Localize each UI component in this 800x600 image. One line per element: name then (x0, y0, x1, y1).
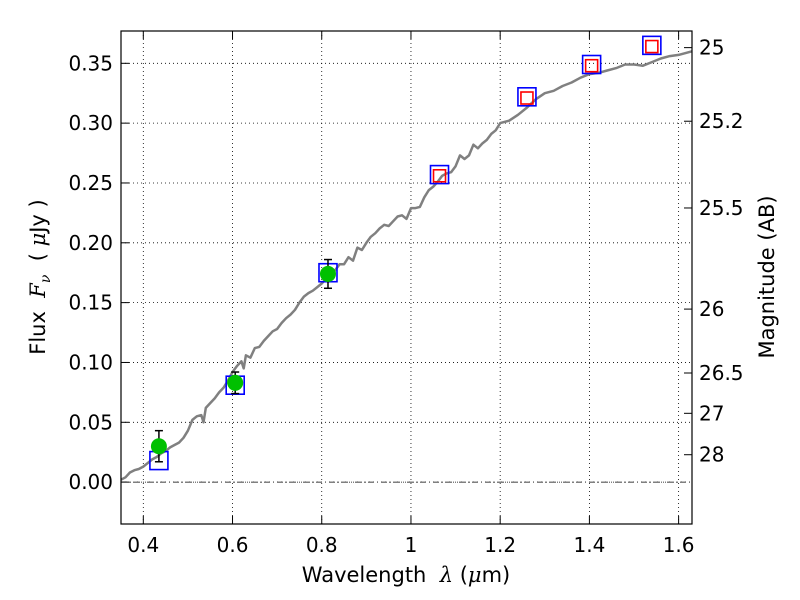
observed-flux-point (227, 374, 244, 391)
y-tick-label: 0.25 (68, 171, 113, 195)
y2-tick-label: 25.5 (699, 196, 744, 220)
limit-flux-square (645, 39, 659, 54)
model-flux-square (581, 54, 602, 75)
y2-tick-label: 25 (699, 36, 724, 60)
data-layer (120, 35, 693, 481)
y2-tick-label: 28 (699, 443, 724, 467)
observed-flux-point (150, 438, 167, 455)
limit-flux-square (520, 91, 534, 105)
y-tick-label: 0.35 (68, 51, 113, 75)
y2-tick-label: 26 (699, 297, 724, 321)
y-axis-label: Flux Fν ( μJy ) (26, 199, 54, 354)
x-tick-label: 0.8 (306, 533, 338, 557)
observed-flux-point (319, 265, 336, 282)
y-tick-label: 0.05 (68, 410, 113, 434)
y-tick-label: 0.00 (68, 470, 113, 494)
x-tick-label: 0.6 (217, 533, 249, 557)
y-tick-label: 0.15 (68, 291, 113, 315)
x-tick-label: 1 (405, 533, 418, 557)
x-tick-label: 1.2 (484, 533, 516, 557)
plot-frame (120, 30, 693, 525)
y2-tick-label: 27 (699, 401, 724, 425)
model-flux-square (642, 35, 662, 56)
tick-layer: 0.4 0.6 0.8 1 1.2 1.4 1.6 0.00 0.05 0.10 0.15 0.20 0… (68, 31, 744, 557)
limit-flux-square (584, 58, 599, 73)
y-tick-label: 0.30 (68, 111, 113, 135)
y2-tick-label: 26.5 (699, 361, 744, 385)
x-axis-label: Wavelength λ (μm) (302, 563, 510, 587)
x-tick-label: 1.6 (663, 533, 695, 557)
limit-flux-square (432, 168, 447, 183)
y2-axis-label: Magnitude (AB) (755, 195, 779, 358)
spectrum-line (120, 50, 693, 481)
y-tick-label: 0.20 (68, 231, 113, 255)
y2-tick-label: 25.2 (699, 109, 744, 133)
model-flux-square (517, 87, 537, 107)
x-tick-label: 1.4 (573, 533, 605, 557)
y-tick-label: 0.10 (68, 350, 113, 374)
model-flux-square (429, 164, 450, 185)
x-tick-label: 0.4 (127, 533, 159, 557)
